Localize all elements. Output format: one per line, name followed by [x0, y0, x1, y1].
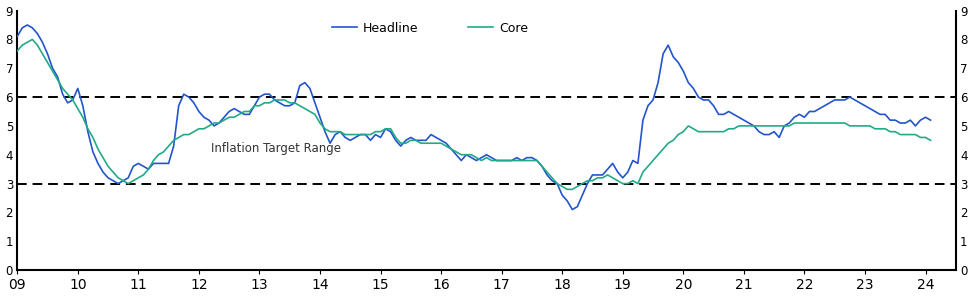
Headline [924, 118, 936, 122]
Headline [471, 159, 483, 162]
Core [607, 176, 619, 180]
Core [430, 142, 442, 145]
Legend: Headline, Core: Headline, Core [327, 17, 533, 40]
Core [924, 139, 936, 142]
Core [12, 49, 23, 53]
Core [384, 127, 396, 131]
Core [476, 159, 487, 162]
Headline [476, 156, 487, 159]
Line: Headline: Headline [18, 25, 930, 209]
Headline [430, 136, 442, 139]
Core [471, 156, 483, 159]
Headline [21, 23, 33, 27]
Line: Core: Core [18, 39, 930, 189]
Headline [12, 35, 23, 38]
Core [319, 127, 331, 131]
Text: Inflation Target Range: Inflation Target Range [211, 142, 341, 156]
Core [561, 187, 573, 191]
Headline [566, 208, 578, 211]
Headline [384, 130, 396, 134]
Headline [607, 162, 619, 165]
Headline [319, 130, 331, 134]
Core [26, 38, 38, 41]
